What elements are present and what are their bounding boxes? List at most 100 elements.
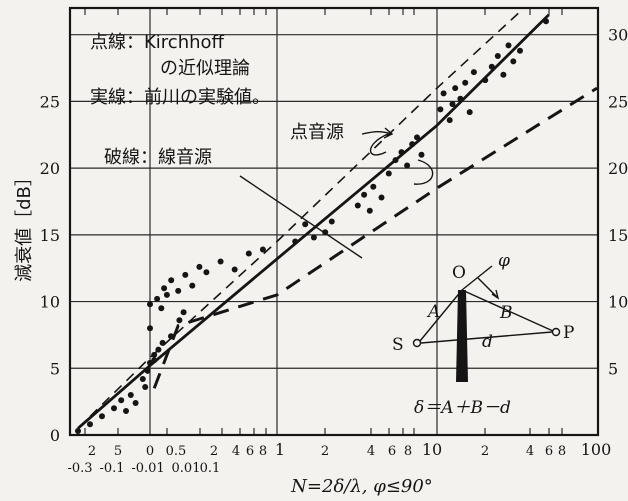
data-point xyxy=(510,58,517,65)
inset-label-d: d xyxy=(482,332,493,352)
data-point xyxy=(111,405,117,412)
x-tick-label: 0 xyxy=(146,444,154,459)
y-tick-label: 25 xyxy=(40,92,60,111)
data-point xyxy=(392,157,399,164)
data-point xyxy=(245,250,252,257)
y-tick-label-right: 5 xyxy=(608,359,618,378)
data-point xyxy=(543,18,549,25)
data-point xyxy=(404,162,411,169)
inset-barrier xyxy=(456,290,468,382)
inset-label-P: P xyxy=(563,323,574,343)
x-tick-label: 8 xyxy=(259,444,267,459)
x-tick-label-sub: 0.1 xyxy=(200,461,221,476)
inset-point-P xyxy=(551,327,561,337)
y-tick-label: 20 xyxy=(40,159,60,178)
data-point xyxy=(189,282,196,289)
data-point xyxy=(118,397,125,404)
data-point xyxy=(452,85,459,92)
inset-path-d xyxy=(420,331,553,344)
data-point xyxy=(517,47,523,54)
data-point xyxy=(457,95,464,102)
data-point xyxy=(182,271,189,278)
data-point xyxy=(144,367,151,374)
solid-legend: 実線：前川の実験値。 xyxy=(90,87,270,108)
data-point xyxy=(466,109,473,116)
data-point xyxy=(470,69,477,76)
x-tick-label: 100 xyxy=(581,440,612,459)
data-point xyxy=(99,413,105,420)
data-point xyxy=(462,79,469,86)
curve-dashed-thick xyxy=(152,86,598,389)
x-tick-label-sub: 0.01 xyxy=(172,461,201,476)
x-tick-label: 2 xyxy=(481,444,489,459)
data-point xyxy=(139,376,146,382)
x-tick-label: 6 xyxy=(388,444,396,459)
inset-angle-arc xyxy=(477,277,499,299)
curves xyxy=(77,7,598,430)
x-tick-label: 6 xyxy=(246,444,254,459)
data-point xyxy=(370,183,377,190)
data-point xyxy=(163,291,170,298)
data-point xyxy=(158,305,165,312)
curve-solid xyxy=(77,13,550,430)
data-point xyxy=(127,392,134,398)
data-point xyxy=(176,317,183,324)
inset-angle-arrow xyxy=(491,289,500,300)
x-tick-label: 8 xyxy=(558,444,566,459)
dotted-legend-line2: の近似理論 xyxy=(160,58,250,79)
inset-diagram: O S P A B d φ δ＝A＋B－d xyxy=(392,251,574,418)
inset-label-O: O xyxy=(452,263,466,283)
data-point xyxy=(151,357,158,364)
y-tick-label-right: 20 xyxy=(608,159,628,178)
data-point xyxy=(414,134,420,141)
y-tick-label-right: 10 xyxy=(608,293,628,312)
data-point xyxy=(440,90,447,97)
data-point xyxy=(409,141,416,148)
y-tick-label: 5 xyxy=(50,359,60,378)
inset-label-S: S xyxy=(392,335,404,355)
x-tick-label: 4 xyxy=(367,444,375,459)
data-point xyxy=(87,421,93,428)
data-point xyxy=(437,106,444,113)
data-point xyxy=(302,221,309,228)
data-point xyxy=(196,263,203,270)
data-point xyxy=(449,101,456,108)
plot-frame xyxy=(68,6,600,437)
data-point xyxy=(75,428,81,434)
data-point xyxy=(151,351,158,358)
inset-label-A: A xyxy=(426,302,440,322)
point-bracket-left xyxy=(370,133,389,156)
inset-formula: δ＝A＋B－d xyxy=(414,398,511,418)
data-point xyxy=(175,287,182,294)
x-tick-label: 2 xyxy=(210,444,218,459)
inset-path-B xyxy=(461,289,554,332)
data-point xyxy=(123,408,129,414)
data-point xyxy=(292,238,299,245)
y-tick-label-right: 30 xyxy=(608,26,628,45)
data-points xyxy=(75,18,549,434)
x-tick-label-sub: -0.01 xyxy=(131,461,164,476)
data-point xyxy=(154,295,161,302)
x-axis-title: N=2δ/λ, φ≤90° xyxy=(290,476,433,497)
inset-label-B: B xyxy=(499,303,513,323)
x-tick-label: 4 xyxy=(232,444,240,459)
x-tick-label: 5 xyxy=(114,444,122,459)
data-point xyxy=(354,202,361,209)
data-point xyxy=(505,42,512,49)
x-tick-label: 2 xyxy=(88,444,96,459)
data-point xyxy=(310,234,317,241)
x-tick-label: 8 xyxy=(404,444,412,459)
dashed-legend: 破線：線音源 xyxy=(104,147,212,168)
data-point xyxy=(168,333,174,340)
x-tick-label: 0.5 xyxy=(166,444,187,459)
data-point xyxy=(500,71,507,78)
y-tick-label: 10 xyxy=(40,293,60,312)
y-tick-label: 0 xyxy=(50,426,60,445)
data-point xyxy=(366,207,373,214)
data-point xyxy=(168,277,175,284)
data-point xyxy=(398,149,405,156)
data-point xyxy=(203,269,210,276)
data-point xyxy=(231,266,238,273)
data-point xyxy=(328,218,335,225)
